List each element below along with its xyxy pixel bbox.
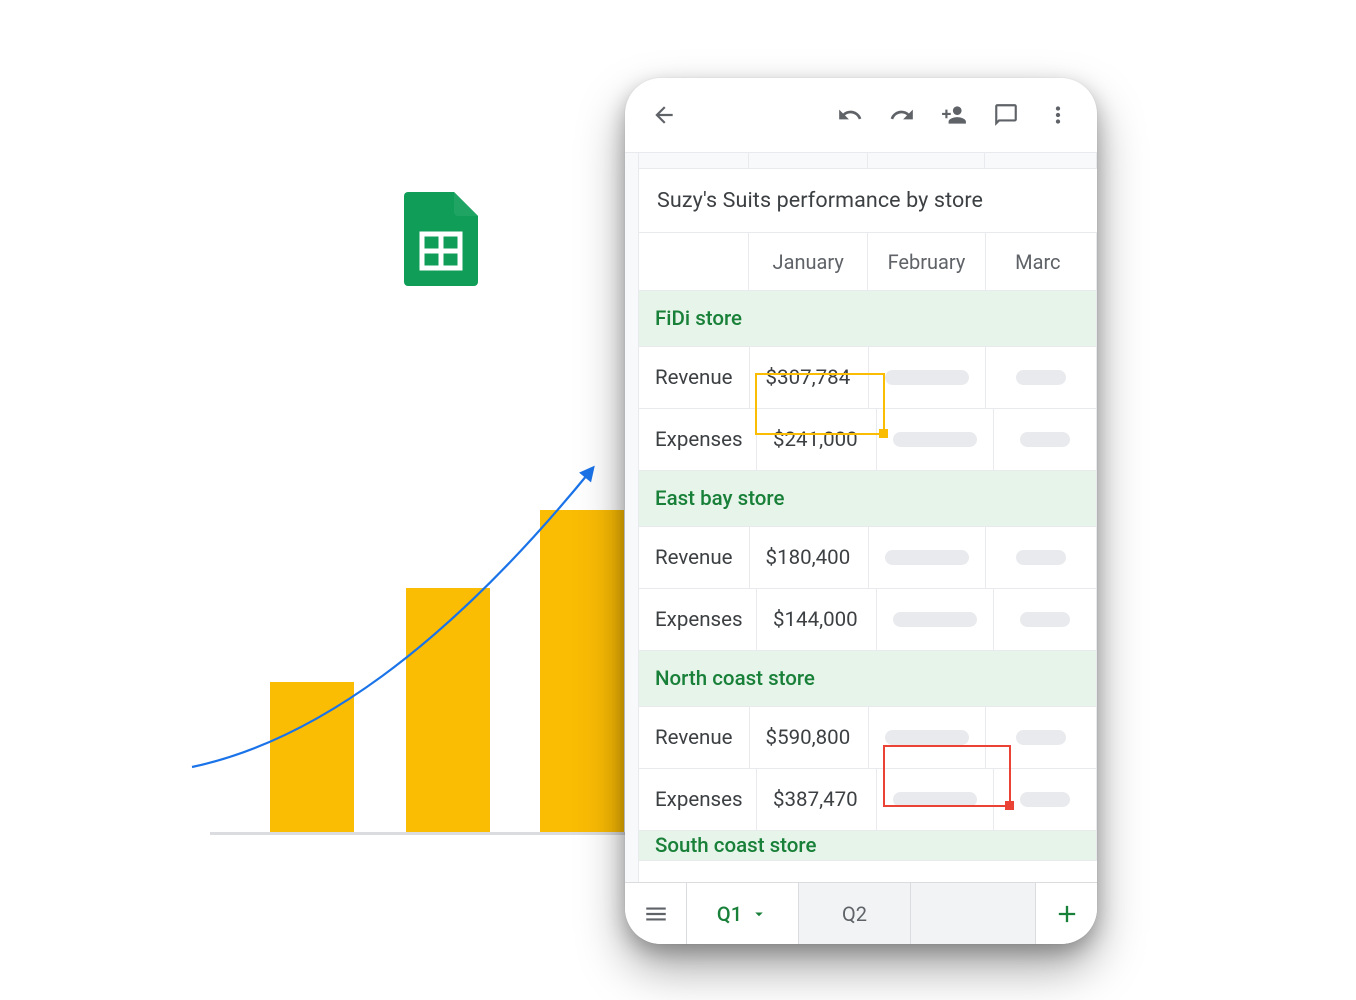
cell-jan[interactable]: $307,784 [750, 347, 870, 408]
section-name: FiDi store [639, 291, 1097, 346]
section-header[interactable]: East bay store [639, 471, 1097, 527]
row-label: Revenue [639, 707, 750, 768]
table-row[interactable]: Expenses $387,470 [639, 769, 1097, 831]
table-row[interactable]: Revenue $180,400 [639, 527, 1097, 589]
cell-feb[interactable] [869, 707, 986, 768]
tab-label: Q2 [842, 902, 867, 926]
comments-button[interactable] [987, 96, 1025, 134]
chart-bar-2 [406, 588, 490, 832]
cell-feb[interactable] [877, 589, 994, 650]
back-button[interactable] [645, 96, 683, 134]
chart-baseline [210, 832, 630, 835]
placeholder-icon [1020, 612, 1070, 627]
phone-frame: Suzy's Suits performance by store Januar… [625, 78, 1097, 944]
chart-bar-3 [540, 510, 624, 832]
row-label: Revenue [639, 347, 750, 408]
month-header-row: January February Marc [639, 233, 1097, 291]
spreadsheet-area[interactable]: Suzy's Suits performance by store Januar… [625, 152, 1097, 882]
cell-jan[interactable]: $241,000 [757, 409, 877, 470]
add-collaborator-button[interactable] [935, 96, 973, 134]
month-header-jan: January [749, 233, 868, 290]
row-header-gutter [625, 153, 639, 882]
table-row[interactable]: Expenses $241,000 [639, 409, 1097, 471]
placeholder-icon [885, 550, 969, 565]
placeholder-icon [1020, 432, 1070, 447]
cell-jan[interactable]: $144,000 [757, 589, 877, 650]
chart-bar-1 [270, 682, 354, 832]
row-label: Expenses [639, 769, 757, 830]
placeholder-icon [1016, 370, 1066, 385]
chevron-down-icon [750, 905, 768, 923]
section-name: South coast store [639, 831, 1097, 860]
row-label: Expenses [639, 589, 757, 650]
tab-label: Q1 [717, 902, 742, 926]
placeholder-icon [885, 370, 969, 385]
placeholder-icon [893, 792, 977, 807]
placeholder-icon [885, 730, 969, 745]
section-header[interactable]: FiDi store [639, 291, 1097, 347]
placeholder-icon [1016, 730, 1066, 745]
add-sheet-button[interactable] [1035, 883, 1097, 944]
cell-mar[interactable] [994, 409, 1097, 470]
more-menu-button[interactable] [1039, 96, 1077, 134]
cell-mar[interactable] [986, 527, 1097, 588]
cell-mar[interactable] [986, 707, 1097, 768]
google-sheets-file-icon [404, 192, 478, 286]
placeholder-icon [893, 432, 977, 447]
tab-q2[interactable]: Q2 [799, 883, 911, 944]
redo-button[interactable] [883, 96, 921, 134]
cell-mar[interactable] [994, 589, 1097, 650]
cell-jan[interactable]: $590,800 [750, 707, 870, 768]
cell-jan[interactable]: $387,470 [757, 769, 877, 830]
column-header-row [639, 153, 1097, 169]
section-header[interactable]: South coast store [639, 831, 1097, 861]
placeholder-icon [1020, 792, 1070, 807]
cell-feb[interactable] [877, 409, 994, 470]
cell-jan[interactable]: $180,400 [750, 527, 870, 588]
section-name: East bay store [639, 471, 1097, 526]
table-row[interactable]: Revenue $590,800 [639, 707, 1097, 769]
month-header-feb: February [868, 233, 985, 290]
row-label: Revenue [639, 527, 750, 588]
sheet-title-text: Suzy's Suits performance by store [657, 188, 983, 213]
section-header[interactable]: North coast store [639, 651, 1097, 707]
tab-q1[interactable]: Q1 [687, 883, 799, 944]
all-sheets-button[interactable] [625, 883, 687, 944]
section-name: North coast store [639, 651, 1097, 706]
table-row[interactable]: Expenses $144,000 [639, 589, 1097, 651]
sheet-grid[interactable]: Suzy's Suits performance by store Januar… [639, 169, 1097, 882]
sheet-tab-bar: Q1 Q2 [625, 882, 1097, 944]
cell-feb[interactable] [877, 769, 994, 830]
sheet-title-cell[interactable]: Suzy's Suits performance by store [639, 169, 1097, 233]
cell-mar[interactable] [994, 769, 1097, 830]
undo-button[interactable] [831, 96, 869, 134]
placeholder-icon [893, 612, 977, 627]
cell-feb[interactable] [869, 527, 986, 588]
table-row[interactable]: Revenue $307,784 [639, 347, 1097, 409]
app-toolbar [625, 78, 1097, 152]
cell-mar[interactable] [986, 347, 1097, 408]
decorative-bar-chart [210, 455, 630, 835]
placeholder-icon [1016, 550, 1066, 565]
row-label: Expenses [639, 409, 757, 470]
month-header-mar: Marc [986, 233, 1097, 290]
cell-feb[interactable] [869, 347, 986, 408]
